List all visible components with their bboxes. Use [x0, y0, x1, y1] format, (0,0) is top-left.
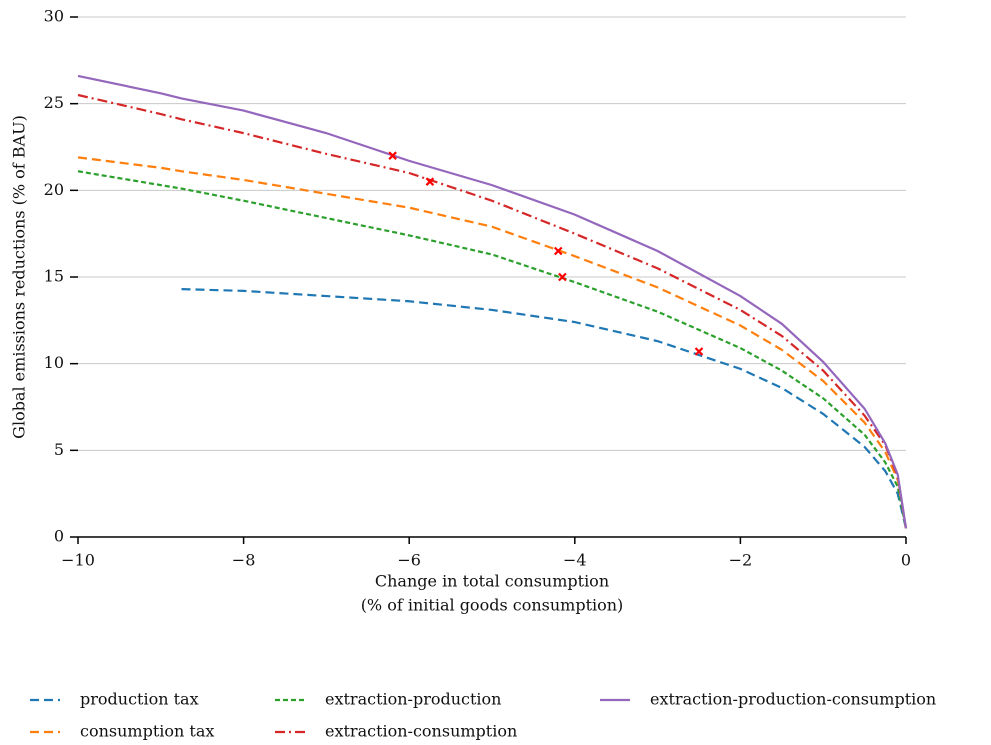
- x-tick-label: −10: [61, 551, 95, 570]
- x-axis-label: Change in total consumption: [375, 572, 609, 591]
- x-tick-label: −8: [232, 551, 256, 570]
- series-line: [77, 170, 908, 529]
- legend-label: consumption tax: [80, 722, 214, 741]
- y-axis-label: Global emissions reductions (% of BAU): [10, 115, 29, 439]
- legend-label: production tax: [80, 690, 199, 709]
- x-tick-label: −2: [729, 551, 753, 570]
- x-tick-label: −6: [397, 551, 421, 570]
- y-tick-label: 25: [44, 93, 64, 112]
- marker: [388, 151, 397, 160]
- series-line: [77, 156, 908, 529]
- marker: [425, 177, 435, 186]
- series-line: [77, 74, 908, 529]
- legend-label: extraction-consumption: [325, 722, 517, 741]
- series-line: [77, 93, 908, 529]
- marker: [553, 246, 563, 256]
- y-tick-label: 5: [54, 440, 64, 459]
- marker: [558, 272, 567, 282]
- legend-label: extraction-production-consumption: [650, 690, 936, 709]
- legend-label: extraction-production: [325, 690, 501, 709]
- y-tick-label: 10: [44, 353, 64, 372]
- y-tick-label: 0: [54, 527, 64, 546]
- y-tick-label: 30: [44, 7, 64, 26]
- x-axis-label: (% of initial goods consumption): [361, 596, 624, 615]
- y-tick-label: 15: [44, 267, 64, 286]
- y-tick-label: 20: [44, 180, 64, 199]
- x-tick-label: −4: [563, 551, 587, 570]
- marker: [694, 347, 704, 356]
- x-tick-label: 0: [901, 551, 911, 570]
- series-line: [181, 288, 908, 529]
